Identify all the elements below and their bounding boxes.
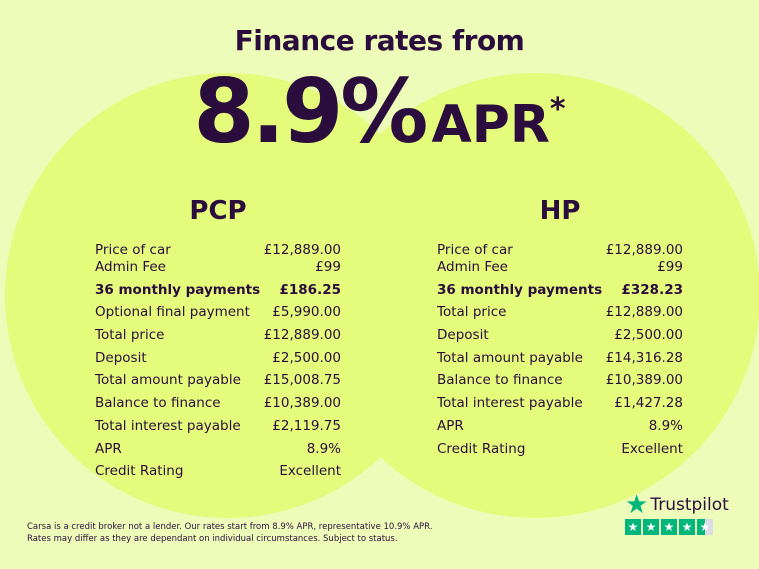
disclaimer: Carsa is a credit broker not a lender. O… [27,521,432,545]
row-value: £5,990.00 [272,304,341,321]
hp-rows: Price of car £12,889.00 Admin Fee £99 36 mon… [437,242,683,458]
row-label: Total interest payable [437,395,583,412]
row-value: £99 [657,259,683,275]
table-row: Balance to finance £10,389.00 [95,395,341,412]
table-row: Admin Fee £99 [95,259,341,276]
row-value: 8.9% [306,440,341,457]
row-label: 36 monthly payments [437,281,603,298]
row-label: Total amount payable [95,372,241,389]
row-label: Total price [95,327,165,344]
headline-rate: 8.9% APR * [0,62,759,162]
rate-value: 8.9% [193,60,428,163]
row-label: Total interest payable [95,417,241,434]
table-row: Balance to finance £10,389.00 [437,372,683,389]
table-row: Total price £12,889.00 [95,327,341,344]
table-row: APR 8.9% [437,418,683,435]
table-row: 36 monthly payments £186.25 [95,282,341,299]
rate-asterisk: * [549,92,566,127]
table-row: Total interest payable £2,119.75 [95,418,341,435]
row-value: £328.23 [621,281,684,298]
rating-star-icon: ★ [661,519,677,535]
row-value: Excellent [279,463,341,480]
rating-star-icon: ★ [643,519,659,535]
pcp-rows: Price of car £12,889.00 Admin Fee £99 36 mon… [95,242,341,480]
trustpilot-name: Trustpilot [650,495,729,515]
row-label: APR [437,417,464,434]
row-label: Admin Fee [95,259,166,275]
table-row: Price of car £12,889.00 [437,242,683,259]
trustpilot-badge: ★ Trustpilot ★ ★ ★ ★ ★ [625,490,729,535]
trustpilot-star-icon: ★ [625,490,649,520]
row-value: £99 [315,259,341,275]
table-row: Price of car £12,889.00 [95,242,341,259]
rating-star-icon: ★ [697,519,713,535]
table-row: 36 monthly payments £328.23 [437,282,683,299]
row-label: Credit Rating [437,440,526,457]
table-row: Credit Rating Excellent [95,463,341,480]
row-value: £10,389.00 [263,395,341,412]
table-row: Deposit £2,500.00 [437,327,683,344]
table-row: Credit Rating Excellent [437,441,683,458]
table-row: APR 8.9% [95,441,341,458]
disclaimer-line-2: Rates may differ as they are dependant o… [27,534,398,544]
table-row: Total price £12,889.00 [437,304,683,321]
hp-panel: HP Price of car £12,889.00 Admin Fee £99 36 … [437,196,683,463]
table-row: Admin Fee £99 [437,259,683,276]
row-label: Credit Rating [95,463,184,480]
row-value: £12,889.00 [263,327,341,344]
row-label: Deposit [437,327,489,344]
pcp-title: PCP [189,196,247,226]
table-row: Optional final payment £5,990.00 [95,304,341,321]
row-label: APR [95,440,122,457]
row-value: £14,316.28 [605,349,683,366]
row-label: 36 monthly payments [95,281,261,298]
row-label: Total price [437,304,507,321]
row-value: £12,889.00 [605,304,683,321]
row-label: Total amount payable [437,349,583,366]
row-value: 8.9% [648,417,683,434]
row-label: Price of car [437,242,513,258]
table-row: Deposit £2,500.00 [95,350,341,367]
rating-star-icon: ★ [679,519,695,535]
table-row: Total amount payable £15,008.75 [95,372,341,389]
row-value: £2,500.00 [614,327,683,344]
row-value: £186.25 [279,281,342,298]
row-label: Admin Fee [437,259,508,275]
rating-star-icon: ★ [625,519,641,535]
row-value: £12,889.00 [605,242,683,258]
table-row: Total amount payable £14,316.28 [437,350,683,367]
hp-title: HP [539,196,581,226]
row-label: Deposit [95,349,147,366]
table-row: Total interest payable £1,427.28 [437,395,683,412]
row-value: £1,427.28 [614,395,683,412]
headline-intro: Finance rates from [234,24,525,57]
row-value: £15,008.75 [263,372,341,389]
row-value: Excellent [621,440,683,457]
rate-unit: APR [431,95,550,155]
background-circle-right [310,73,759,518]
row-label: Optional final payment [95,304,250,321]
trustpilot-logo: ★ Trustpilot [625,490,729,520]
trustpilot-rating: ★ ★ ★ ★ ★ [625,519,729,535]
row-value: £10,389.00 [605,372,683,389]
disclaimer-line-1: Carsa is a credit broker not a lender. O… [27,522,433,532]
row-value: £2,119.75 [272,417,341,434]
pcp-panel: PCP Price of car £12,889.00 Admin Fee £99 36… [95,196,341,486]
row-label: Price of car [95,242,171,258]
row-label: Balance to finance [437,372,563,389]
row-label: Balance to finance [95,395,221,412]
row-value: £12,889.00 [263,242,341,258]
row-value: £2,500.00 [272,349,341,366]
